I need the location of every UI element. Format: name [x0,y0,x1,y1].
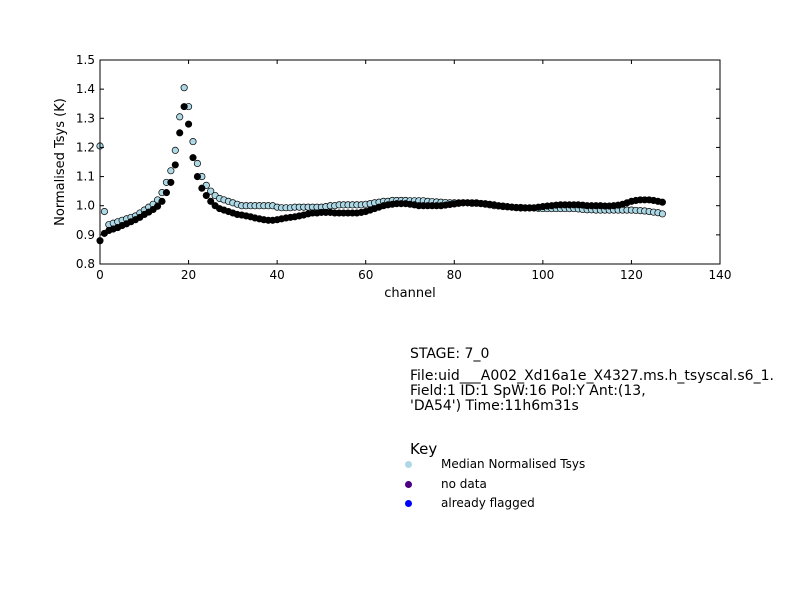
key-dot-median [405,461,412,468]
x-tick-label: 80 [447,268,462,282]
tsys-point [154,202,162,210]
stage-label: STAGE: 7_0 [410,346,490,362]
median-tsys-point [189,138,197,146]
field-label: Field:1 ID:1 SpW:16 Pol:Y Ant:(13, [410,383,646,399]
x-tick-label: 0 [96,268,104,282]
key-title: Key [410,440,438,458]
median-tsys-point [167,167,175,175]
antenna-time-label: 'DA54') Time:11h6m31s [410,398,579,414]
tsys-point [176,129,184,137]
x-tick-label: 100 [531,268,554,282]
tsys-point [167,178,175,186]
y-tick-label: 1.1 [76,170,95,184]
median-tsys-point [100,207,108,216]
y-tick-label: 1.0 [76,199,95,213]
y-tick-label: 0.8 [76,257,95,271]
x-tick-label: 60 [358,268,373,282]
median-tsys-point [176,113,184,121]
x-tick-label: 140 [709,268,732,282]
key-label-median: Median Normalised Tsys [441,457,586,471]
y-tick-label: 1.4 [76,82,95,96]
y-tick-label: 1.3 [76,111,95,125]
median-tsys-point [207,187,215,195]
file-label: File:uid___A002_Xd16a1e_X4327.ms.h_tsysc… [410,368,774,384]
y-axis-label: Normalised Tsys (K) [53,98,68,226]
plot-frame [99,59,721,265]
x-tick-label: 120 [620,268,643,282]
y-tick-label: 0.9 [76,228,95,242]
key-label-flagged: already flagged [441,496,535,510]
tsys-point [658,198,666,206]
x-tick-label: 40 [270,268,285,282]
median-tsys-point [658,210,666,218]
tsys-point [180,103,188,111]
tsys-point [193,173,201,181]
tsys-point [207,197,215,205]
x-tick-label: 20 [181,268,196,282]
tsys-point [202,191,210,200]
key-dot-flagged [405,500,412,507]
median-tsys-point [171,146,179,154]
median-tsys-point [180,84,188,92]
axis-ticks: 0 20 40 60 80 100 120 140 0.8 0.9 1.0 1.1 1.2 1.3 1.4 1… [76,53,732,282]
y-tick-label: 1.5 [76,53,95,67]
key-label-no-data: no data [441,477,487,491]
tsys-point [198,184,206,192]
tsys-point [162,189,170,197]
y-tick-label: 1.2 [76,140,95,154]
tsys-point [171,161,179,169]
key-dot-no-data [405,481,412,488]
tsys-point [189,154,197,162]
x-axis-label: channel [384,286,435,301]
median-tsys-point [193,159,201,168]
data-points [96,84,666,245]
tsys-point [158,197,166,205]
tsys-point [185,120,193,128]
